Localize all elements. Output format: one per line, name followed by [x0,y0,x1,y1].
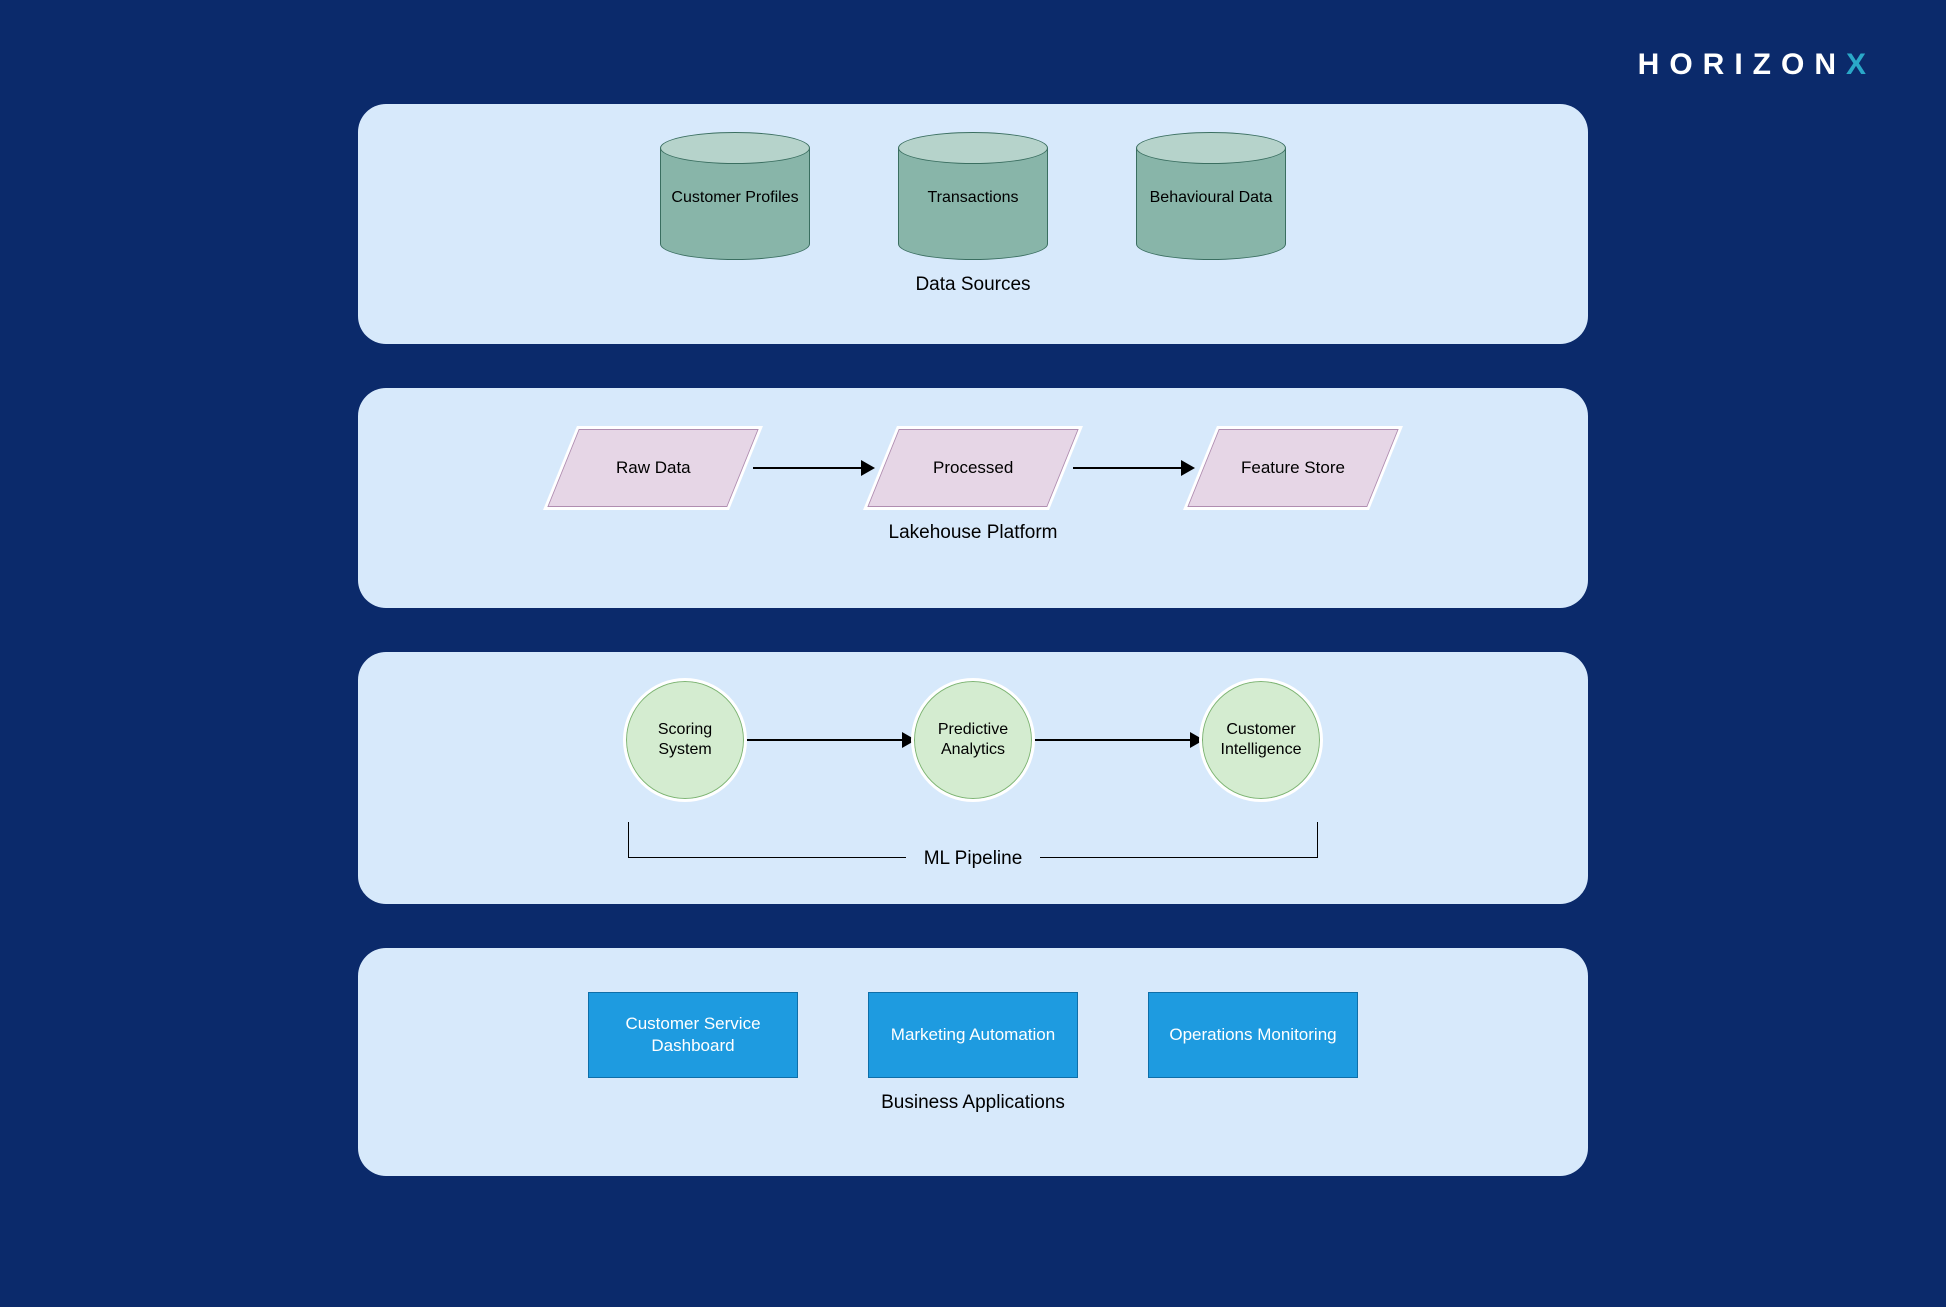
arrow-icon [744,739,914,741]
app-box-row: Customer Service Dashboard Marketing Aut… [358,948,1588,1078]
parallelogram-processed: Processed [867,429,1079,507]
cylinder-customer-profiles: Customer Profiles [660,132,810,260]
parallelogram-label: Raw Data [616,458,691,478]
circle-predictive-analytics: Predictive Analytics [914,681,1032,799]
panel-ml-pipeline: Scoring System Predictive Analytics Cust… [358,652,1588,904]
panel-title: Data Sources [358,260,1588,318]
diagram-canvas: Customer Profiles Transactions Behaviour… [358,104,1588,1220]
cylinder-label: Behavioural Data [1136,188,1286,208]
parallelogram-label: Feature Store [1241,458,1345,478]
parallelogram-row: Raw Data Processed Feature Store [358,388,1588,508]
cylinder-row: Customer Profiles Transactions Behaviour… [358,104,1588,260]
panel-title: ML Pipeline [358,848,1588,870]
panel-lakehouse: Raw Data Processed Feature Store Lakehou… [358,388,1588,608]
app-box-label: Operations Monitoring [1169,1024,1336,1046]
app-box-label: Customer Service Dashboard [599,1013,787,1057]
arrow-icon [1073,467,1193,469]
circle-customer-intelligence: Customer Intelligence [1202,681,1320,799]
parallelogram-raw-data: Raw Data [547,429,759,507]
brand-logo: HORIZONX [1638,48,1876,82]
circle-label: Customer Intelligence [1209,720,1313,760]
app-box-customer-service: Customer Service Dashboard [588,992,798,1078]
parallelogram-label: Processed [933,458,1013,478]
brand-accent: X [1846,48,1876,81]
circle-label: Scoring System [633,720,737,760]
brand-name: HORIZON [1638,48,1846,81]
app-box-marketing-automation: Marketing Automation [868,992,1078,1078]
panel-title: Business Applications [358,1078,1588,1136]
arrow-icon [1032,739,1202,741]
panel-data-sources: Customer Profiles Transactions Behaviour… [358,104,1588,344]
cylinder-behavioural-data: Behavioural Data [1136,132,1286,260]
arrow-icon [753,467,873,469]
cylinder-label: Customer Profiles [660,188,810,208]
panel-business-applications: Customer Service Dashboard Marketing Aut… [358,948,1588,1176]
app-box-label: Marketing Automation [891,1024,1055,1046]
circle-label: Predictive Analytics [921,720,1025,760]
circle-row: Scoring System Predictive Analytics Cust… [358,652,1588,802]
panel-title: Lakehouse Platform [358,508,1588,566]
app-box-operations-monitoring: Operations Monitoring [1148,992,1358,1078]
cylinder-transactions: Transactions [898,132,1048,260]
parallelogram-feature-store: Feature Store [1187,429,1399,507]
circle-scoring-system: Scoring System [626,681,744,799]
cylinder-label: Transactions [898,188,1048,208]
